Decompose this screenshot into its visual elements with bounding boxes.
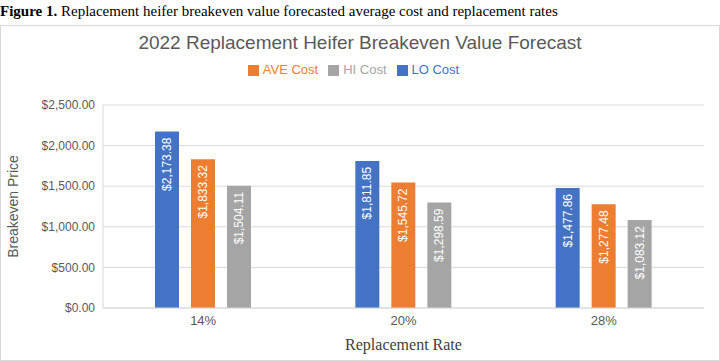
svg-text:$1,477.86: $1,477.86: [561, 194, 575, 248]
svg-text:$1,504.11: $1,504.11: [232, 192, 246, 245]
svg-text:28%: 28%: [591, 313, 617, 328]
svg-text:$2,173.38: $2,173.38: [160, 137, 174, 191]
svg-text:$1,500.00: $1,500.00: [42, 179, 96, 193]
html-text:LO Cost: LO Cost: [411, 62, 460, 77]
svg-text:$1,000.00: $1,000.00: [42, 220, 96, 234]
svg-text:$1,298.59: $1,298.59: [432, 208, 446, 262]
html-text:2022 Replacement Heifer Breake: 2022 Replacement Heifer Breakeven Value …: [138, 32, 582, 53]
svg-text:$1,545.72: $1,545.72: [396, 188, 410, 242]
html-text:HI Cost: HI Cost: [343, 62, 387, 77]
html-text:AVE Cost: AVE Cost: [262, 62, 319, 77]
svg-text:20%: 20%: [390, 313, 416, 328]
svg-text:$0.00: $0.00: [65, 301, 95, 315]
svg-text:Breakeven Price: Breakeven Price: [8, 155, 21, 258]
svg-text:$1,277.48: $1,277.48: [597, 210, 611, 264]
svg-text:$1,811.85: $1,811.85: [360, 167, 374, 220]
svg-text:$2,000.00: $2,000.00: [42, 139, 96, 153]
svg-text:Replacement Rate: Replacement Rate: [345, 336, 462, 354]
svg-text:$1,083.12: $1,083.12: [633, 226, 647, 280]
svg-text:$1,833.32: $1,833.32: [196, 165, 210, 219]
html-text:Figure 1. Replacement heifer b: Figure 1. Replacement heifer breakeven v…: [0, 3, 558, 19]
svg-text:14%: 14%: [190, 313, 216, 328]
svg-text:$500.00: $500.00: [52, 261, 96, 275]
svg-text:$2,500.00: $2,500.00: [42, 98, 96, 112]
